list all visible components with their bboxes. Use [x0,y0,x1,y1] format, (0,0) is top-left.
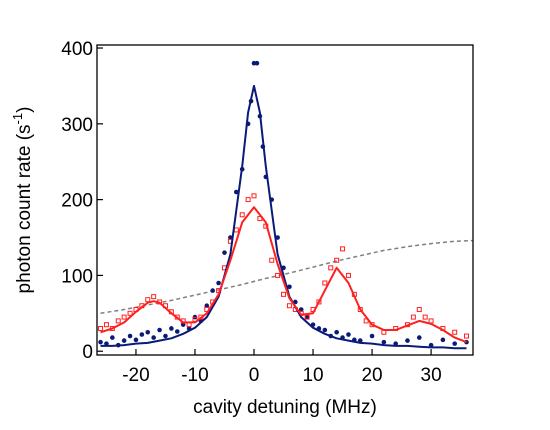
data-point [98,325,104,331]
y-tick-label: 100 [61,266,93,287]
data-point [286,303,292,309]
data-point [428,318,434,324]
data-point [405,338,410,343]
y-axis-label-sup: -1 [10,113,25,125]
data-point [287,284,292,290]
y-axis-label-main: photon count rate (s [14,124,35,293]
y-tick-label: 0 [82,342,93,363]
data-point [269,257,275,263]
data-point [422,314,428,320]
data-point [304,314,310,320]
y-axis-label: photon count rate (s-1) [10,107,35,294]
data-point [222,250,227,255]
data-point [298,307,304,312]
data-point [275,272,281,278]
data-point [416,307,422,313]
data-point [121,338,127,343]
data-point [440,337,446,343]
data-point [180,322,186,327]
fit-line [100,239,473,315]
data-point [115,318,121,324]
y-axis-label-end: ) [14,107,35,113]
data-point [452,341,458,346]
data-point [234,189,239,195]
data-point [322,280,328,286]
data-point [233,227,239,233]
data-point [346,332,351,337]
data-point [139,332,145,337]
data-point [151,335,156,340]
data-point [210,288,215,293]
data-point [254,60,260,66]
plot-area [98,60,473,350]
data-point [104,341,109,346]
data-point [133,337,139,343]
data-point [322,327,328,333]
data-point [121,314,127,320]
x-tick-label: 30 [421,365,442,386]
data-point [239,212,245,218]
data-point [328,265,334,271]
x-tick-label: -10 [181,365,208,386]
data-point [340,246,346,252]
x-axis-label: cavity detuning (MHz) [193,397,377,418]
y-tick-label: 400 [61,39,93,60]
data-point [410,314,416,320]
data-point [428,342,434,348]
data-point [157,327,162,333]
data-point [145,329,151,335]
x-tick-label: 20 [361,365,382,386]
plot-frame [96,44,474,356]
data-point [127,310,133,316]
data-point [245,197,251,203]
data-point [369,333,375,339]
data-point [127,333,133,339]
data-point [334,329,339,335]
y-tick-label: 200 [61,191,93,212]
x-tick-label: -20 [122,365,149,386]
data-point [251,193,257,199]
data-point [304,314,310,320]
data-point [393,341,398,346]
data-point [216,280,221,286]
x-tick-label: 0 [249,365,260,386]
data-point [416,335,422,340]
fit-line [100,84,467,350]
x-tick-label: 10 [302,365,323,386]
y-tick-label: 300 [61,115,93,136]
data-point [452,329,458,335]
data-point [110,335,115,340]
data-point [169,326,174,331]
data-point [163,333,168,339]
data-point [464,333,470,339]
data-point [381,339,387,345]
data-point [98,339,103,345]
data-point [281,291,287,297]
data-point [151,294,157,300]
data-point [145,297,151,303]
data-point [103,322,109,328]
data-point [334,257,340,263]
data-point [345,272,351,278]
data-point [174,329,180,334]
data-point [204,303,210,309]
fit-line [100,206,467,344]
